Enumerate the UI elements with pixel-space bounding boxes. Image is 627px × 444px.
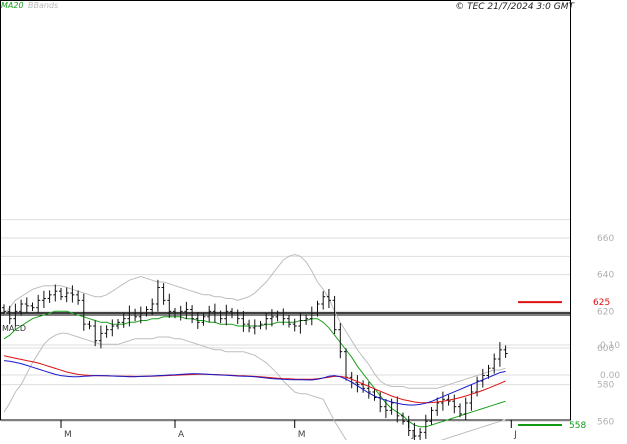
macd-tick-label: 0.00 [600,371,620,381]
level-label-558: 558 [569,421,586,431]
time-tick-label: J [411,430,415,440]
price-tick-label: 660 [597,234,614,244]
chart-frame [0,0,571,421]
macd-tick-label: 0.10 [600,341,620,351]
bb-lower-line [3,332,506,444]
ohlc-bars [2,279,508,444]
price-tick-label: 600 [597,344,614,354]
time-tick-label: M [64,430,72,440]
macd-signal-line [3,355,506,404]
chart-legend: MA20 BBands [1,1,58,10]
level-label-625: 625 [593,298,610,308]
macd-lines [3,355,506,406]
price-levels: 625 558 [518,298,610,431]
copyright-stamp: © TEC 21/7/2024 3:0 GMT [455,2,575,12]
macd-line [3,360,506,406]
price-tick-label: 620 [597,307,614,317]
bb-upper-line [3,253,506,389]
time-tick-label: J [513,430,517,440]
price-tick-label: 560 [597,417,614,427]
price-grid [1,219,570,422]
macd-grid [1,344,570,376]
price-tick-label: 580 [597,381,614,391]
bollinger-bands [3,253,506,444]
time-tick-label: M [298,430,306,440]
price-tick-label: 640 [597,271,614,281]
legend-ma20: MA20 [1,1,24,10]
macd-axis-ticks: 0.00 0.10 [600,341,620,381]
legend-bbands: BBands [28,1,58,10]
price-axis-ticks: 540560580600620640660 [597,234,614,427]
time-tick-label: A [178,430,185,440]
plot-border [0,0,571,421]
macd-panel-title: MACD [2,324,26,333]
